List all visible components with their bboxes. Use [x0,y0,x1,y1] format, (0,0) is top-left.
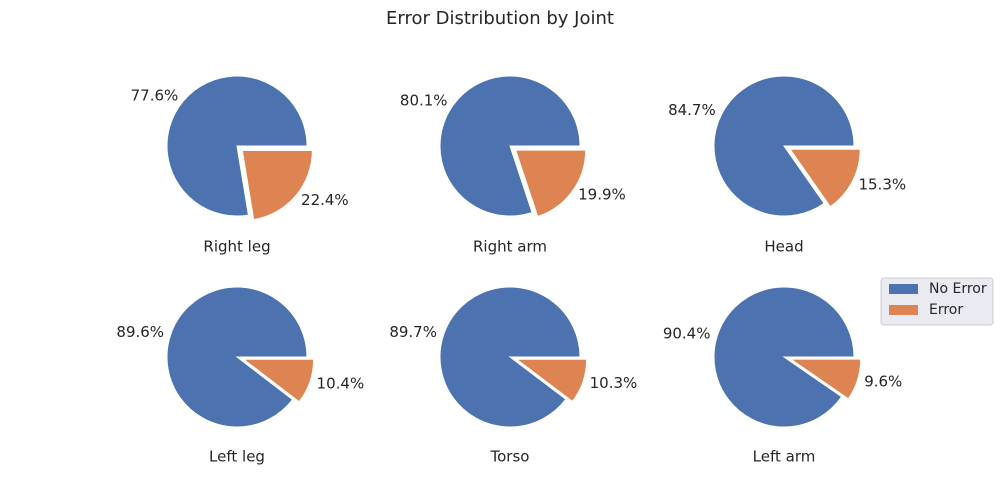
pct-label-right-arm-error: 19.9% [578,186,626,204]
slice-right-arm-error [514,149,587,218]
pct-label-right-leg-error: 22.4% [301,191,349,209]
pct-label-head-no-error: 84.7% [668,101,716,119]
pie-left-arm: 90.4% 9.6% Left arm [663,286,902,466]
legend-swatch-no-error [889,284,918,294]
pie-left-leg: 89.6% 10.4% Left leg [116,286,365,466]
slice-left-arm-no-error [713,286,855,428]
pie-label-torso: Torso [490,448,530,466]
legend: No Error Error [880,277,994,326]
slice-torso-no-error [439,286,581,428]
slice-right-leg-error [241,150,313,221]
slice-left-arm-error [789,358,862,400]
pie-label-head: Head [764,238,803,256]
slice-right-leg-no-error [166,75,308,217]
pct-label-right-leg-no-error: 77.6% [131,87,179,105]
pct-label-left-arm-error: 9.6% [864,372,902,390]
pie-right-leg: 77.6% 22.4% Right leg [131,75,349,256]
slice-right-arm-no-error [439,75,581,217]
pie-label-right-leg: Right leg [203,238,270,256]
pie-head: 84.7% 15.3% Head [668,75,906,256]
pie-torso: 89.7% 10.3% Torso [389,286,638,466]
slice-left-leg-no-error [166,286,308,428]
pies-layer: 77.6% 22.4% Right leg 80.1% 19.9% Right arm 84… [116,75,906,466]
pct-label-left-leg-error: 10.4% [317,374,365,392]
slice-head-no-error [713,75,855,217]
pct-label-left-arm-no-error: 90.4% [663,325,711,343]
legend-swatch-error [889,305,918,315]
pie-label-left-leg: Left leg [209,448,265,466]
pct-label-head-error: 15.3% [858,175,906,193]
legend-label-no-error: No Error [929,281,987,297]
pct-label-torso-no-error: 89.7% [389,323,437,341]
pct-label-torso-error: 10.3% [590,374,638,392]
pie-right-arm: 80.1% 19.9% Right arm [400,75,626,256]
legend-label-error: Error [929,302,963,318]
slice-torso-error [515,358,588,403]
pct-label-left-leg-no-error: 89.6% [116,323,164,341]
chart-title: Error Distribution by Joint [386,8,614,29]
pie-label-left-arm: Left arm [753,448,816,466]
pie-label-right-arm: Right arm [473,238,547,256]
slice-head-error [789,148,861,208]
pct-label-right-arm-no-error: 80.1% [400,91,448,109]
slice-left-leg-error [242,358,315,403]
